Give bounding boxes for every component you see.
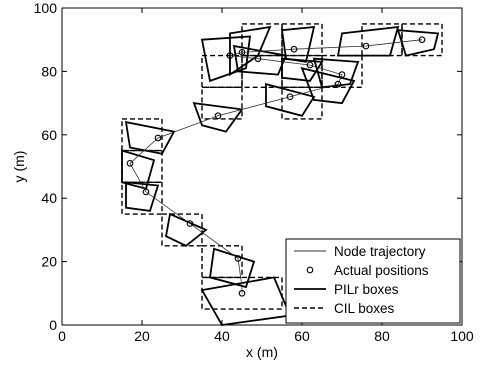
x-axis-label: x (m) — [246, 344, 278, 360]
y-tick-labels: 0 20 40 60 80 100 — [34, 0, 58, 333]
legend-label: CIL boxes — [334, 301, 395, 316]
cil-box — [201, 276, 283, 310]
pilr-box — [208, 247, 256, 289]
cil-box — [201, 86, 243, 120]
x-tick-label: 20 — [134, 328, 150, 344]
y-tick-label: 20 — [41, 254, 57, 270]
x-tick-label: 0 — [58, 328, 66, 344]
cil-box — [121, 149, 163, 184]
cil-box — [241, 23, 283, 57]
pilr-box — [200, 35, 252, 83]
cil-box — [281, 23, 323, 57]
y-tick-label: 40 — [41, 190, 57, 206]
actual-position-marker — [154, 134, 162, 142]
cil-box — [161, 213, 203, 247]
pilr-box — [312, 57, 360, 89]
cil-box — [241, 54, 283, 89]
cil-box — [121, 118, 163, 152]
actual-position-marker — [362, 42, 370, 50]
x-tick-label: 80 — [374, 328, 390, 344]
actual-position-marker — [334, 80, 342, 88]
cil-box — [201, 245, 243, 279]
legend: Node trajectory Actual positions PILr boxe… — [285, 238, 461, 324]
actual-position-marker — [338, 71, 346, 78]
x-tick-label: 60 — [294, 328, 310, 344]
x-tick-labels: 0 20 40 60 80 100 — [58, 328, 474, 344]
actual-position-marker — [226, 52, 234, 59]
x-tick-label: 40 — [214, 328, 230, 344]
cil-box — [201, 54, 243, 89]
actual-position-marker — [418, 36, 426, 44]
legend-label: Node trajectory — [334, 244, 426, 259]
actual-position-marker — [214, 112, 222, 120]
y-tick-label: 80 — [41, 63, 57, 79]
legend-label: PILr boxes — [334, 282, 399, 297]
actual-position-marker — [254, 55, 262, 63]
pilr-box — [192, 102, 244, 133]
pilr-box — [124, 120, 176, 155]
pilr-box — [265, 82, 316, 117]
x-tick-label: 100 — [450, 328, 474, 344]
actual-position-marker — [290, 45, 298, 53]
actual-position-marker — [234, 255, 242, 262]
y-tick-label: 0 — [49, 317, 57, 333]
pilr-box — [164, 212, 208, 247]
y-tick-label: 60 — [41, 127, 57, 143]
pilr-box — [232, 44, 288, 76]
actual-positions-layer — [126, 36, 426, 297]
pilr-box — [280, 25, 316, 63]
legend-box — [285, 238, 461, 324]
pilr-box — [281, 57, 324, 82]
y-axis-label: y (m) — [11, 151, 27, 183]
node-trajectory-line — [129, 39, 423, 294]
pilr-box — [336, 25, 400, 57]
pilr-boxes-layer — [121, 25, 440, 326]
cil-box — [361, 23, 403, 57]
legend-label: Actual positions — [334, 263, 429, 278]
plot-frame — [61, 7, 463, 326]
legend-swatch-positions — [306, 266, 314, 274]
actual-position-marker — [126, 159, 134, 167]
actual-position-marker — [306, 61, 314, 69]
pilr-box — [396, 29, 440, 57]
actual-position-marker — [286, 93, 294, 101]
actual-position-marker — [238, 49, 246, 56]
actual-position-marker — [142, 188, 150, 196]
y-tick-label: 100 — [34, 0, 58, 16]
actual-position-marker — [186, 220, 194, 227]
actual-position-marker — [238, 289, 246, 297]
pilr-box — [300, 66, 356, 105]
trajectory-layer — [129, 39, 423, 294]
